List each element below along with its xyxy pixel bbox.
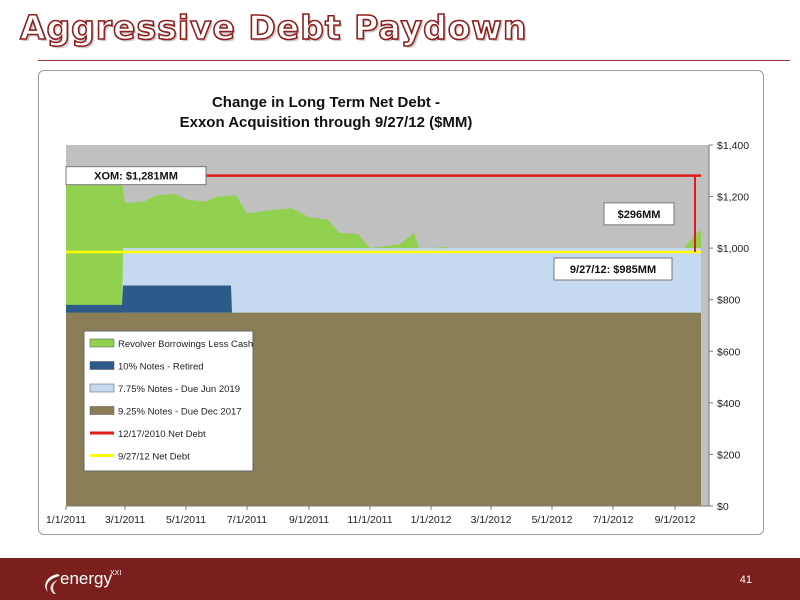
annotation-box [65,166,207,186]
x-tick-label: 9/1/2012 [655,514,696,526]
x-tick-label: 5/1/2011 [166,514,206,526]
legend-swatch [89,338,115,348]
legend-label: Revolver Borrowings Less Cash [118,339,253,350]
series-area-2 [66,285,701,313]
chart-title-line-1: Change in Long Term Net Debt - [212,94,440,111]
y-tick-label: $1,400 [717,140,749,152]
x-tick-label: 7/1/2011 [227,514,267,526]
x-tick-label: 3/1/2011 [105,514,145,526]
title-divider [38,60,790,61]
annotation-label: 9/27/12: $985MM [570,264,656,276]
energy-xxi-logo [45,574,60,594]
annotation-label: XOM: $1,281MM [94,171,178,183]
legend-swatch [89,406,115,415]
annotation-label: $296MM [618,209,661,221]
y-tick-label: $400 [717,398,741,410]
y-tick-label: $1,000 [717,243,749,255]
page-number: 41 [739,574,752,586]
legend-label: 7.75% Notes - Due Jun 2019 [118,384,240,395]
logo-superscript: XXI [110,570,122,577]
legend-label: 12/17/2010 Net Debt [118,429,206,440]
footer-bar [0,558,800,600]
y-tick-label: $600 [717,346,741,358]
slide-title: Aggressive Debt Paydown [19,7,528,48]
chart-title-line-2: Exxon Acquisition through 9/27/12 ($MM) [180,114,473,131]
annotation-box [553,257,673,281]
x-tick-label: 5/1/2012 [532,514,573,526]
annotation-box [603,202,675,226]
x-tick-label: 7/1/2012 [593,514,634,526]
y-tick-label: $200 [717,449,741,461]
legend-label: 9.25% Notes - Due Dec 2017 [118,407,242,418]
y-tick-label: $1,200 [717,192,749,204]
logo-text: energy [60,569,112,588]
x-tick-label: 3/1/2012 [471,514,512,526]
x-tick-label: 9/1/2011 [289,514,329,526]
y-tick-label: $0 [717,501,729,513]
x-tick-label: 1/1/2011 [46,514,86,526]
x-tick-label: 11/1/2011 [347,514,392,526]
legend-swatch [89,361,115,370]
x-tick-label: 1/1/2012 [411,514,452,526]
legend-swatch [89,383,115,393]
legend-box [83,330,254,472]
legend-label: 10% Notes - Retired [118,362,204,373]
y-tick-label: $800 [717,295,741,307]
legend-label: 9/27/12 Net Debt [118,452,190,463]
chart: Change in Long Term Net Debt - Exxon Acq… [46,94,749,526]
chart-panel: Change in Long Term Net Debt - Exxon Acq… [38,70,764,535]
